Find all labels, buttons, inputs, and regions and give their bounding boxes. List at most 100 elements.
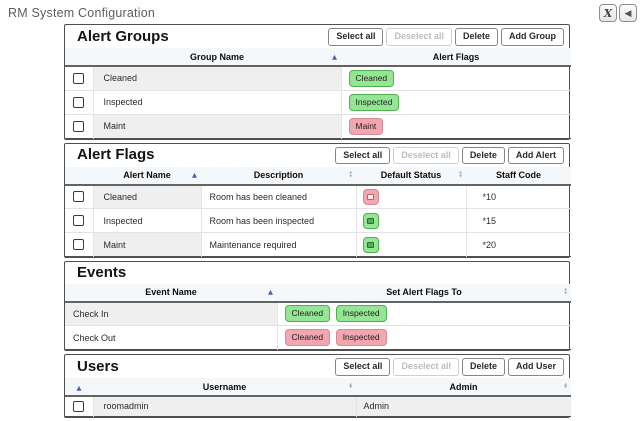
set-alert-flags-column-header[interactable]: Set Alert Flags To ▴ ▾ — [277, 283, 571, 303]
sort-both-icon: ▴ ▾ — [459, 169, 462, 179]
row-checkbox[interactable] — [73, 239, 85, 251]
events-title: Events — [77, 264, 127, 281]
sort-both-icon: ▴ ▾ — [564, 286, 567, 296]
default-status-column-header[interactable]: Default Status ▴ ▾ — [356, 166, 466, 186]
staff-code-column-header[interactable]: Staff Code — [466, 166, 571, 186]
row-checkbox[interactable] — [73, 120, 85, 132]
admin-column-header[interactable]: Admin ▴ ▾ — [356, 378, 571, 397]
alert-name-column-header[interactable]: Alert Name ▲ — [93, 166, 201, 186]
flag-chip[interactable]: Cleaned — [284, 329, 331, 346]
checkbox-column-header[interactable]: ▲ — [65, 378, 93, 397]
description-column-header[interactable]: Description ▴ ▾ — [201, 166, 356, 186]
sort-both-icon: ▴ ▾ — [564, 381, 567, 391]
deselect-all-button[interactable]: Deselect all — [393, 358, 459, 376]
description-cell: Room has been inspected — [200, 208, 356, 233]
default-status-checked-badge[interactable] — [362, 236, 379, 253]
row-checkbox[interactable] — [73, 72, 85, 84]
alert-groups-table: Group Name ▲ Alert Flags Cleaned Cleaned — [65, 48, 571, 139]
flag-chip[interactable]: Cleaned — [348, 69, 395, 87]
alert-flags-label: Alert Flags — [432, 51, 480, 62]
row-checkbox[interactable] — [73, 400, 85, 412]
sort-asc-icon: ▲ — [76, 383, 82, 392]
checkbox-glyph-icon — [367, 241, 374, 248]
table-row: Inspected Room has been inspected *15 — [65, 208, 571, 233]
delete-button[interactable]: Delete — [461, 358, 505, 376]
default-status-unchecked-badge[interactable] — [362, 188, 379, 205]
admin-label: Admin — [449, 381, 478, 392]
alert-flags-table: Alert Name ▲ Description ▴ ▾ Default Stat… — [65, 166, 571, 257]
group-name-column-header[interactable]: Group Name ▲ — [93, 48, 341, 67]
alert-groups-actions: Select all Deselect all Delete Add Group — [328, 28, 564, 46]
panels-container: Alert Groups Select all Deselect all Del… — [64, 24, 571, 421]
add-alert-button[interactable]: Add Alert — [507, 146, 564, 165]
default-status-checked-badge[interactable] — [362, 212, 379, 229]
table-row: Cleaned Cleaned — [65, 66, 571, 90]
users-header: Users Select all Deselect all Delete Add… — [65, 355, 569, 378]
users-table: ▲ Username ▴ ▾ Admin ▴ ▾ roomadmin A — [65, 378, 571, 417]
username-label: Username — [202, 381, 247, 392]
select-all-button[interactable]: Select all — [335, 358, 391, 376]
window-controls: X ◀ — [599, 4, 637, 22]
close-button[interactable]: X — [599, 4, 617, 22]
group-name-cell: Inspected — [92, 89, 341, 114]
username-column-header[interactable]: Username ▴ ▾ — [93, 378, 356, 397]
row-checkbox[interactable] — [73, 191, 85, 203]
delete-button[interactable]: Delete — [454, 28, 498, 46]
alert-flags-column-header[interactable]: Alert Flags — [341, 48, 571, 67]
flag-chip[interactable]: Inspected — [348, 93, 400, 111]
flag-chip[interactable]: Inspected — [335, 305, 387, 323]
select-all-button[interactable]: Select all — [335, 146, 391, 165]
add-user-button[interactable]: Add User — [507, 358, 564, 376]
group-name-cell: Maint — [92, 113, 341, 138]
flag-chip[interactable]: Inspected — [335, 329, 387, 346]
table-row: Check In Cleaned Inspected — [65, 301, 571, 326]
alert-flags-panel: Alert Flags Select all Deselect all Dele… — [64, 142, 571, 258]
delete-button[interactable]: Delete — [461, 146, 505, 165]
alert-groups-header: Alert Groups Select all Deselect all Del… — [65, 25, 569, 48]
table-row: Maint Maintenance required *20 — [65, 232, 571, 257]
description-label: Description — [253, 170, 304, 180]
events-table: Event Name ▲ Set Alert Flags To ▴ ▾ Check… — [65, 283, 571, 350]
deselect-all-button[interactable]: Deselect all — [386, 28, 452, 46]
sort-both-icon: ▴ ▾ — [349, 381, 352, 391]
page-title: RM System Configuration — [8, 6, 156, 20]
checkbox-glyph-icon — [367, 217, 374, 224]
staff-code-cell: *20 — [465, 232, 571, 257]
sort-asc-icon: ▲ — [332, 52, 337, 61]
table-row: Inspected Inspected — [65, 89, 571, 114]
set-alert-flags-label: Set Alert Flags To — [386, 287, 462, 297]
checkbox-column-header — [65, 48, 93, 67]
events-header: Events — [65, 262, 569, 284]
alert-flags-actions: Select all Deselect all Delete Add Alert — [335, 146, 564, 165]
table-row: Maint Maint — [65, 113, 571, 138]
username-cell: roomadmin — [92, 396, 356, 416]
checkbox-column-header — [65, 166, 93, 186]
add-group-button[interactable]: Add Group — [501, 28, 564, 46]
flag-chip[interactable]: Maint — [348, 117, 384, 135]
staff-code-cell: *10 — [465, 184, 571, 209]
deselect-all-button[interactable]: Deselect all — [393, 146, 459, 165]
event-name-label: Event Name — [145, 287, 197, 297]
table-row: roomadmin Admin — [65, 396, 571, 416]
select-all-button[interactable]: Select all — [328, 28, 384, 46]
row-checkbox[interactable] — [73, 215, 85, 227]
checkbox-glyph-icon — [367, 193, 374, 200]
admin-cell: Admin — [355, 396, 571, 416]
default-status-label: Default Status — [380, 170, 442, 180]
alert-name-cell: Maint — [92, 232, 201, 257]
staff-code-cell: *15 — [465, 208, 571, 233]
group-name-label: Group Name — [189, 51, 244, 62]
back-icon[interactable]: ◀ — [619, 4, 637, 22]
table-row: Cleaned Room has been cleaned *10 — [65, 184, 571, 209]
sort-asc-icon: ▲ — [192, 170, 197, 179]
alert-groups-panel: Alert Groups Select all Deselect all Del… — [64, 24, 571, 140]
event-name-column-header[interactable]: Event Name ▲ — [65, 283, 277, 303]
row-checkbox[interactable] — [73, 96, 85, 108]
group-name-cell: Cleaned — [92, 66, 341, 90]
flag-chip[interactable]: Cleaned — [284, 305, 331, 323]
alert-flags-title: Alert Flags — [77, 146, 155, 164]
description-cell: Room has been cleaned — [200, 184, 356, 209]
alert-flags-header: Alert Flags Select all Deselect all Dele… — [65, 144, 569, 167]
sort-asc-icon: ▲ — [268, 287, 273, 296]
description-cell: Maintenance required — [200, 232, 356, 257]
